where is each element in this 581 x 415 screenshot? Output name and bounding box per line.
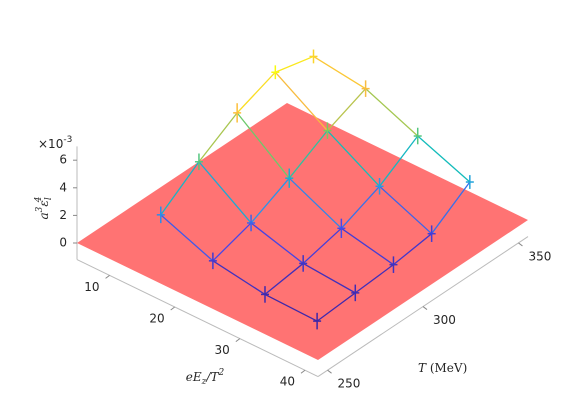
z-tick-label: 2 — [59, 208, 67, 222]
mesh-line — [288, 177, 342, 229]
mesh-line — [316, 292, 356, 322]
mesh-line — [417, 135, 471, 183]
mesh-line — [340, 185, 381, 229]
mesh-line — [160, 161, 200, 216]
x-tick — [170, 306, 176, 311]
mesh-line — [198, 161, 252, 224]
mesh-line — [198, 112, 238, 163]
x-axis-line — [76, 259, 319, 378]
mesh-line — [264, 262, 304, 295]
mesh-line — [365, 88, 419, 137]
x-tick-label: 40 — [280, 375, 295, 389]
y-tick-label: 250 — [338, 377, 361, 391]
mesh-line — [264, 293, 318, 322]
mesh-line — [302, 262, 356, 294]
x-tick — [105, 274, 110, 279]
y-axis-label: T (MeV) — [418, 361, 467, 375]
reference-plane — [77, 103, 528, 360]
mesh-line — [274, 71, 328, 132]
x-tick-label: 30 — [215, 343, 230, 357]
mesh-line — [288, 130, 328, 179]
y-tick-label: 350 — [528, 249, 551, 263]
z-tick-label: 4 — [59, 180, 67, 194]
x-tick — [235, 338, 241, 343]
mesh-line — [354, 264, 394, 294]
x-tick-label: 10 — [84, 280, 99, 294]
mesh-line — [379, 135, 419, 187]
mesh-line — [160, 214, 214, 262]
mesh-line — [236, 112, 290, 179]
z-tick-label: 6 — [59, 153, 67, 167]
mesh-line — [275, 55, 314, 73]
mesh-line — [236, 71, 276, 114]
mesh-line — [393, 233, 433, 266]
mesh-line — [313, 55, 366, 90]
mesh-line — [212, 260, 266, 295]
mesh-line — [379, 185, 433, 235]
mesh-line — [212, 222, 252, 262]
mesh-line — [431, 181, 471, 235]
mesh-line — [326, 88, 367, 132]
x-tick — [300, 369, 306, 374]
y-tick — [327, 369, 332, 374]
y-tick-label: 300 — [433, 313, 456, 327]
mesh-line — [326, 130, 381, 187]
y-tick — [518, 242, 523, 247]
y-tick — [422, 306, 428, 310]
mesh-line — [302, 227, 342, 264]
x-axis-label: eEz/T2 — [186, 368, 225, 387]
z-tick-label: 0 — [59, 236, 67, 250]
x-tick-label: 20 — [149, 311, 164, 325]
mesh-line — [250, 222, 304, 264]
mesh-line — [340, 227, 394, 266]
z-multiplier: ×10-3 — [38, 135, 72, 151]
mesh-line — [250, 177, 290, 224]
z-axis-label: a3εl4 — [34, 196, 54, 219]
